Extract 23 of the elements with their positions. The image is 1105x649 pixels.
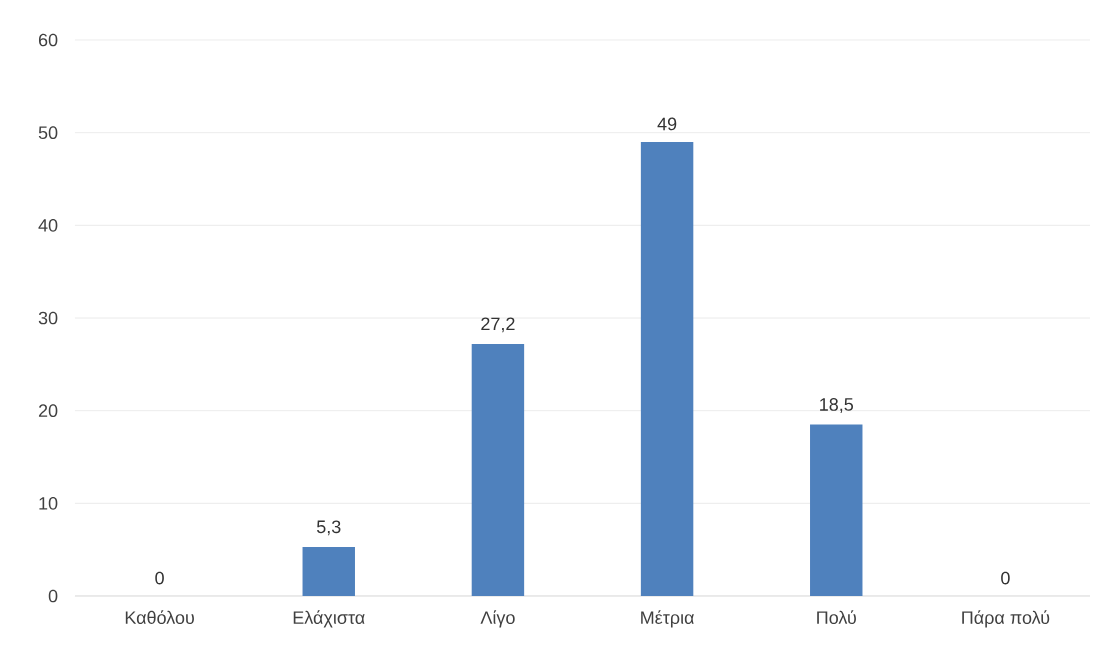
bar xyxy=(640,141,694,596)
y-tick-label: 50 xyxy=(38,126,58,140)
data-label: 49 xyxy=(657,117,677,131)
data-label: 27,2 xyxy=(481,317,515,333)
y-tick-label: 40 xyxy=(38,218,58,232)
y-tick-label: 0 xyxy=(48,589,58,603)
x-tick-label: Πάρα πολύ xyxy=(962,610,1050,628)
x-tick-label: Πολύ xyxy=(817,610,856,624)
data-label: 0 xyxy=(155,571,164,585)
data-label: 0 xyxy=(1001,571,1010,585)
y-tick-label: 30 xyxy=(38,311,58,325)
data-label: 18,5 xyxy=(820,398,854,413)
x-tick-label: Καθόλου xyxy=(125,610,194,624)
x-tick-label: Λίγο xyxy=(480,610,515,628)
bar xyxy=(471,343,525,596)
y-tick-label: 10 xyxy=(39,496,58,510)
x-tick-label: Ελάχιστα xyxy=(293,610,365,628)
data-label: 5,3 xyxy=(316,520,341,536)
bar xyxy=(302,546,355,596)
y-tick-label: 20 xyxy=(38,404,58,418)
x-tick-label: Μέτρια xyxy=(641,610,694,628)
bar xyxy=(810,424,863,596)
y-tick-label: 60 xyxy=(38,33,58,47)
